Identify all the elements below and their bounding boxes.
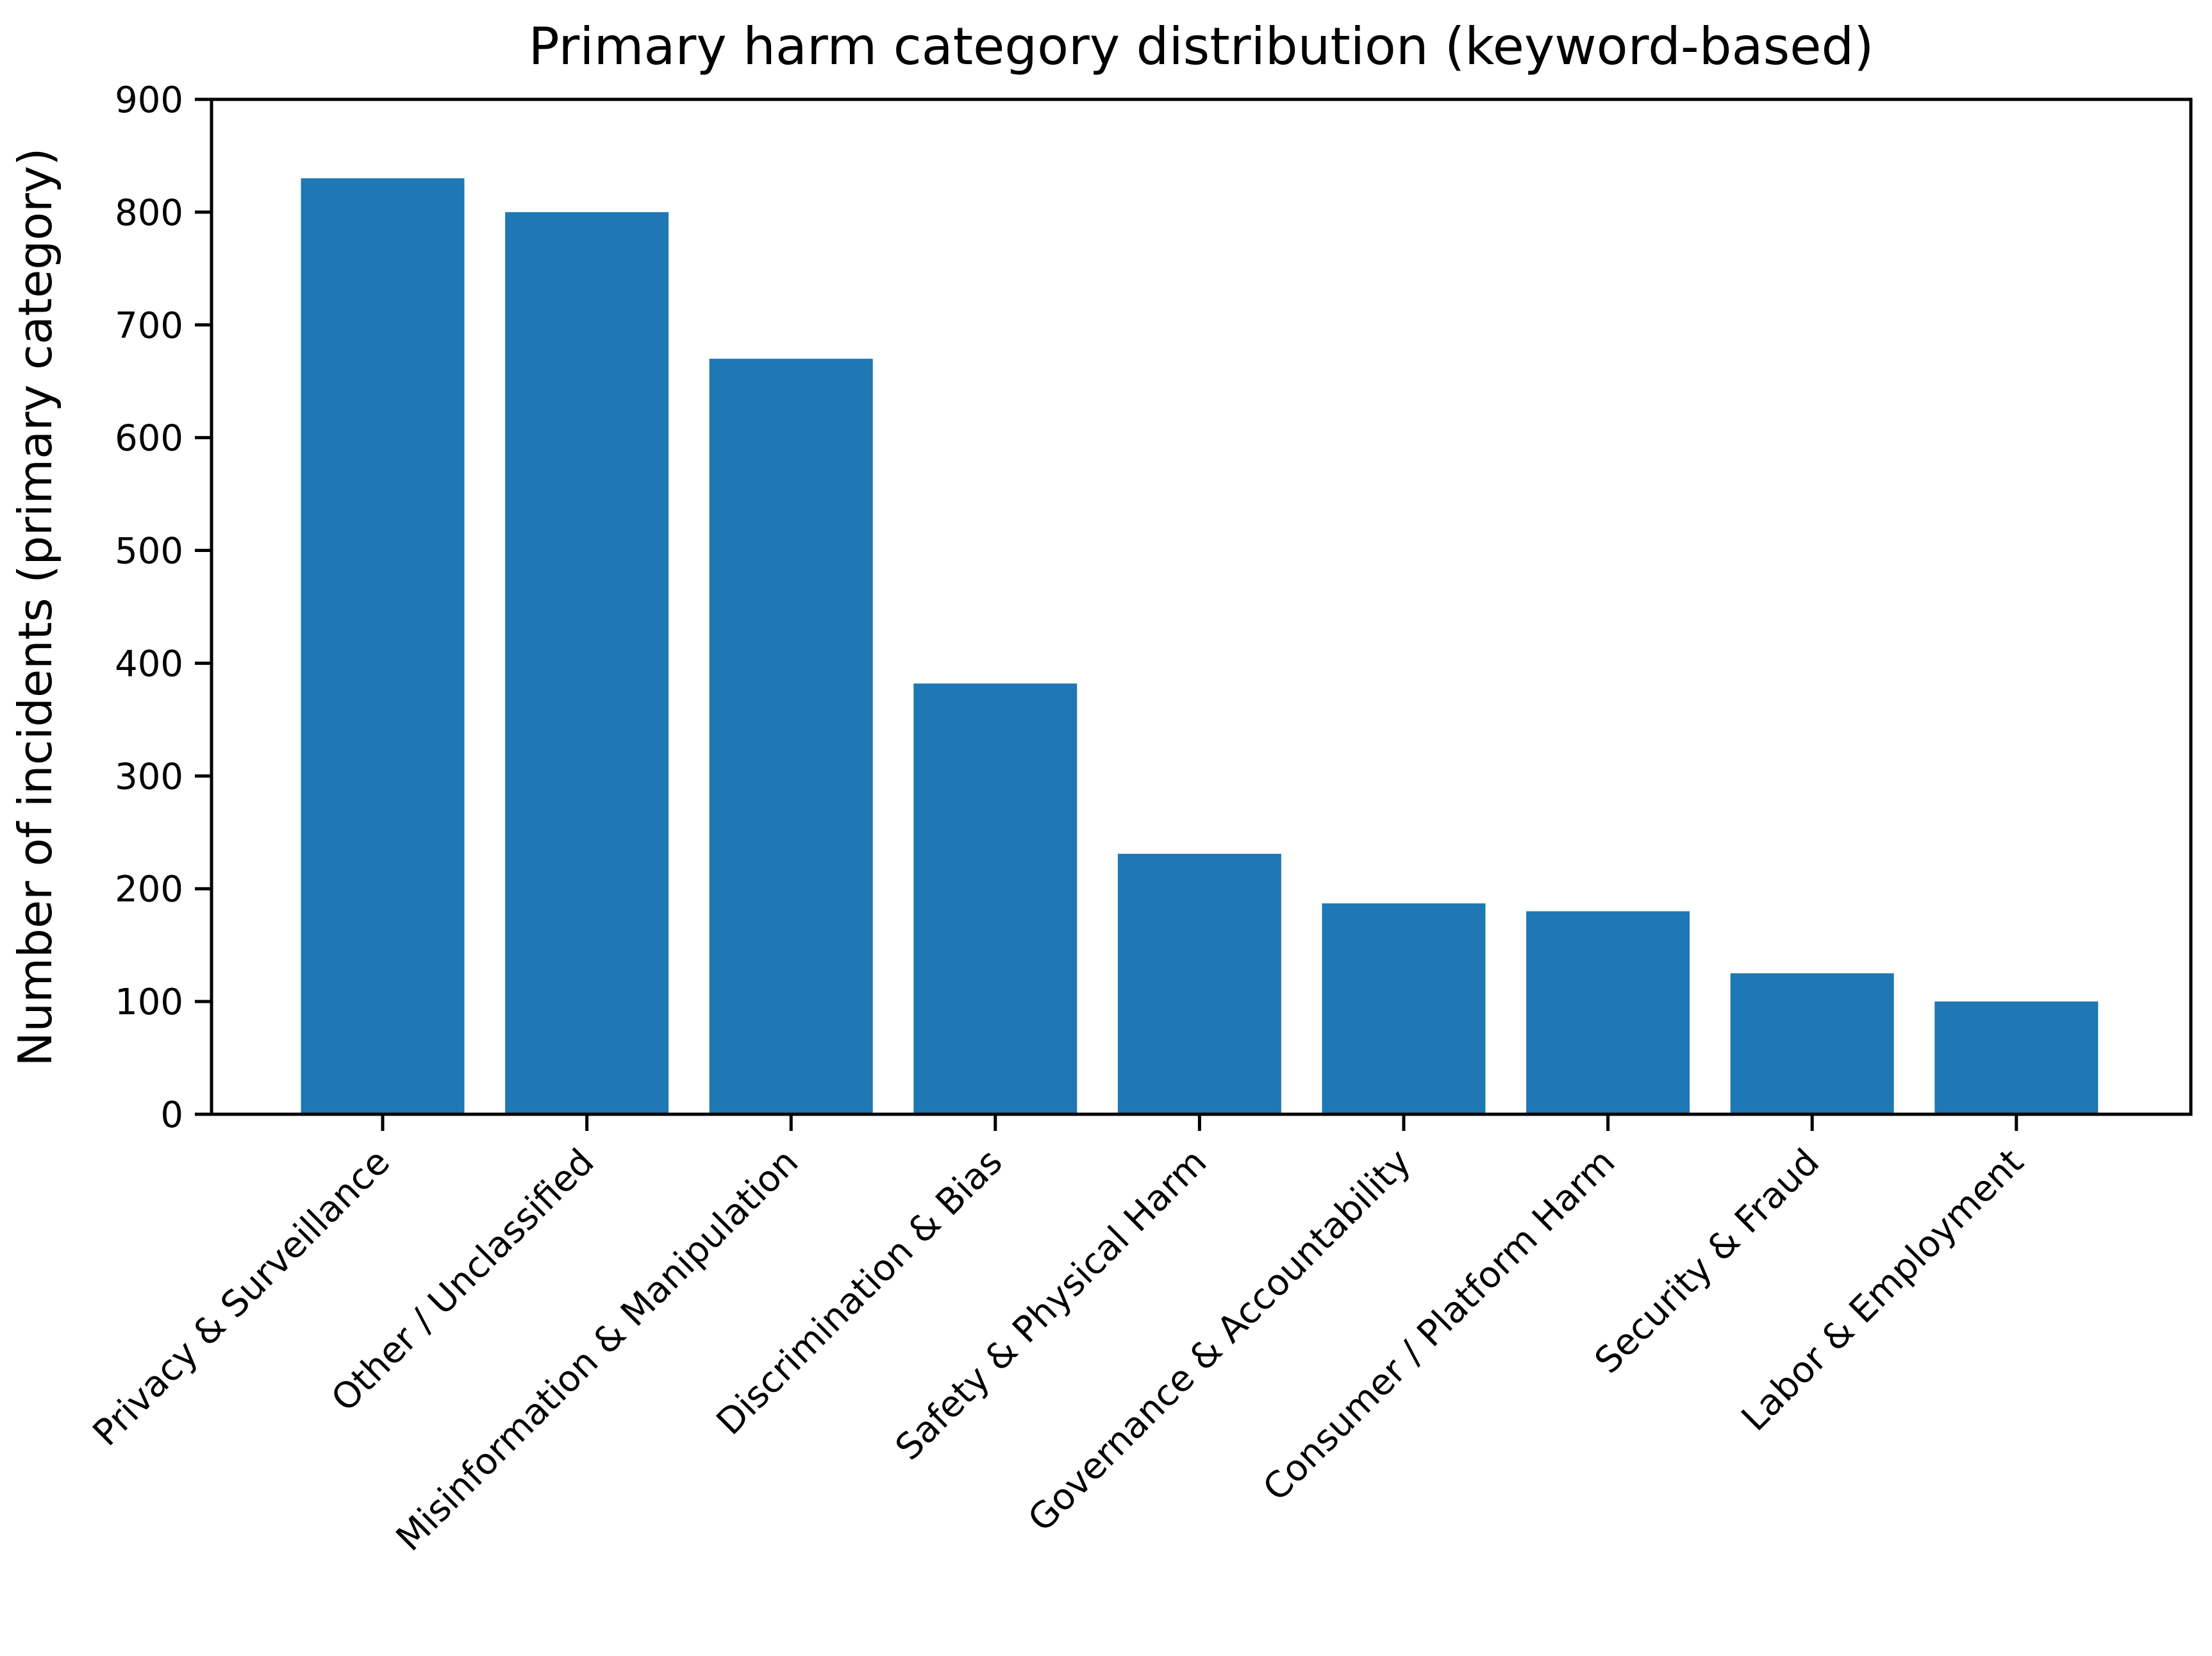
y-tick-label: 300 [115, 756, 183, 798]
y-tick-label: 700 [115, 305, 183, 347]
chart-title: Primary harm category distribution (keyw… [529, 17, 1874, 76]
y-tick-label: 900 [115, 79, 183, 121]
bar-8 [1934, 1001, 2099, 1114]
x-tick-label: Governance & Accountability [1020, 1141, 1419, 1540]
y-tick-label: 0 [160, 1094, 183, 1136]
y-tick-label: 800 [115, 192, 183, 234]
y-tick-label: 100 [115, 982, 183, 1023]
bars-group [301, 178, 2099, 1115]
bar-4 [1117, 853, 1281, 1114]
plot-frame [210, 97, 2193, 1116]
bar-3 [913, 683, 1077, 1114]
bar-6 [1526, 911, 1690, 1114]
y-tick-label: 200 [115, 869, 183, 910]
x-tick-label: Misinformation & Manipulation [388, 1141, 806, 1559]
x-tick-label: Consumer / Platform Harm [1255, 1141, 1623, 1509]
y-tick-label: 500 [115, 531, 183, 573]
bar-0 [301, 178, 465, 1115]
y-tick-label: 600 [115, 418, 183, 460]
bar-7 [1730, 973, 1894, 1114]
bar-2 [709, 358, 873, 1114]
y-axis-label: Number of incidents (primary category) [8, 148, 62, 1067]
y-tick-label: 400 [115, 643, 183, 685]
bar-5 [1322, 903, 1486, 1114]
bar-1 [505, 212, 669, 1114]
x-tick-label: Security & Fraud [1587, 1141, 1827, 1382]
y-axis-ticks: 0 100 200 300 400 500 600 700 800 900 [115, 79, 212, 1136]
